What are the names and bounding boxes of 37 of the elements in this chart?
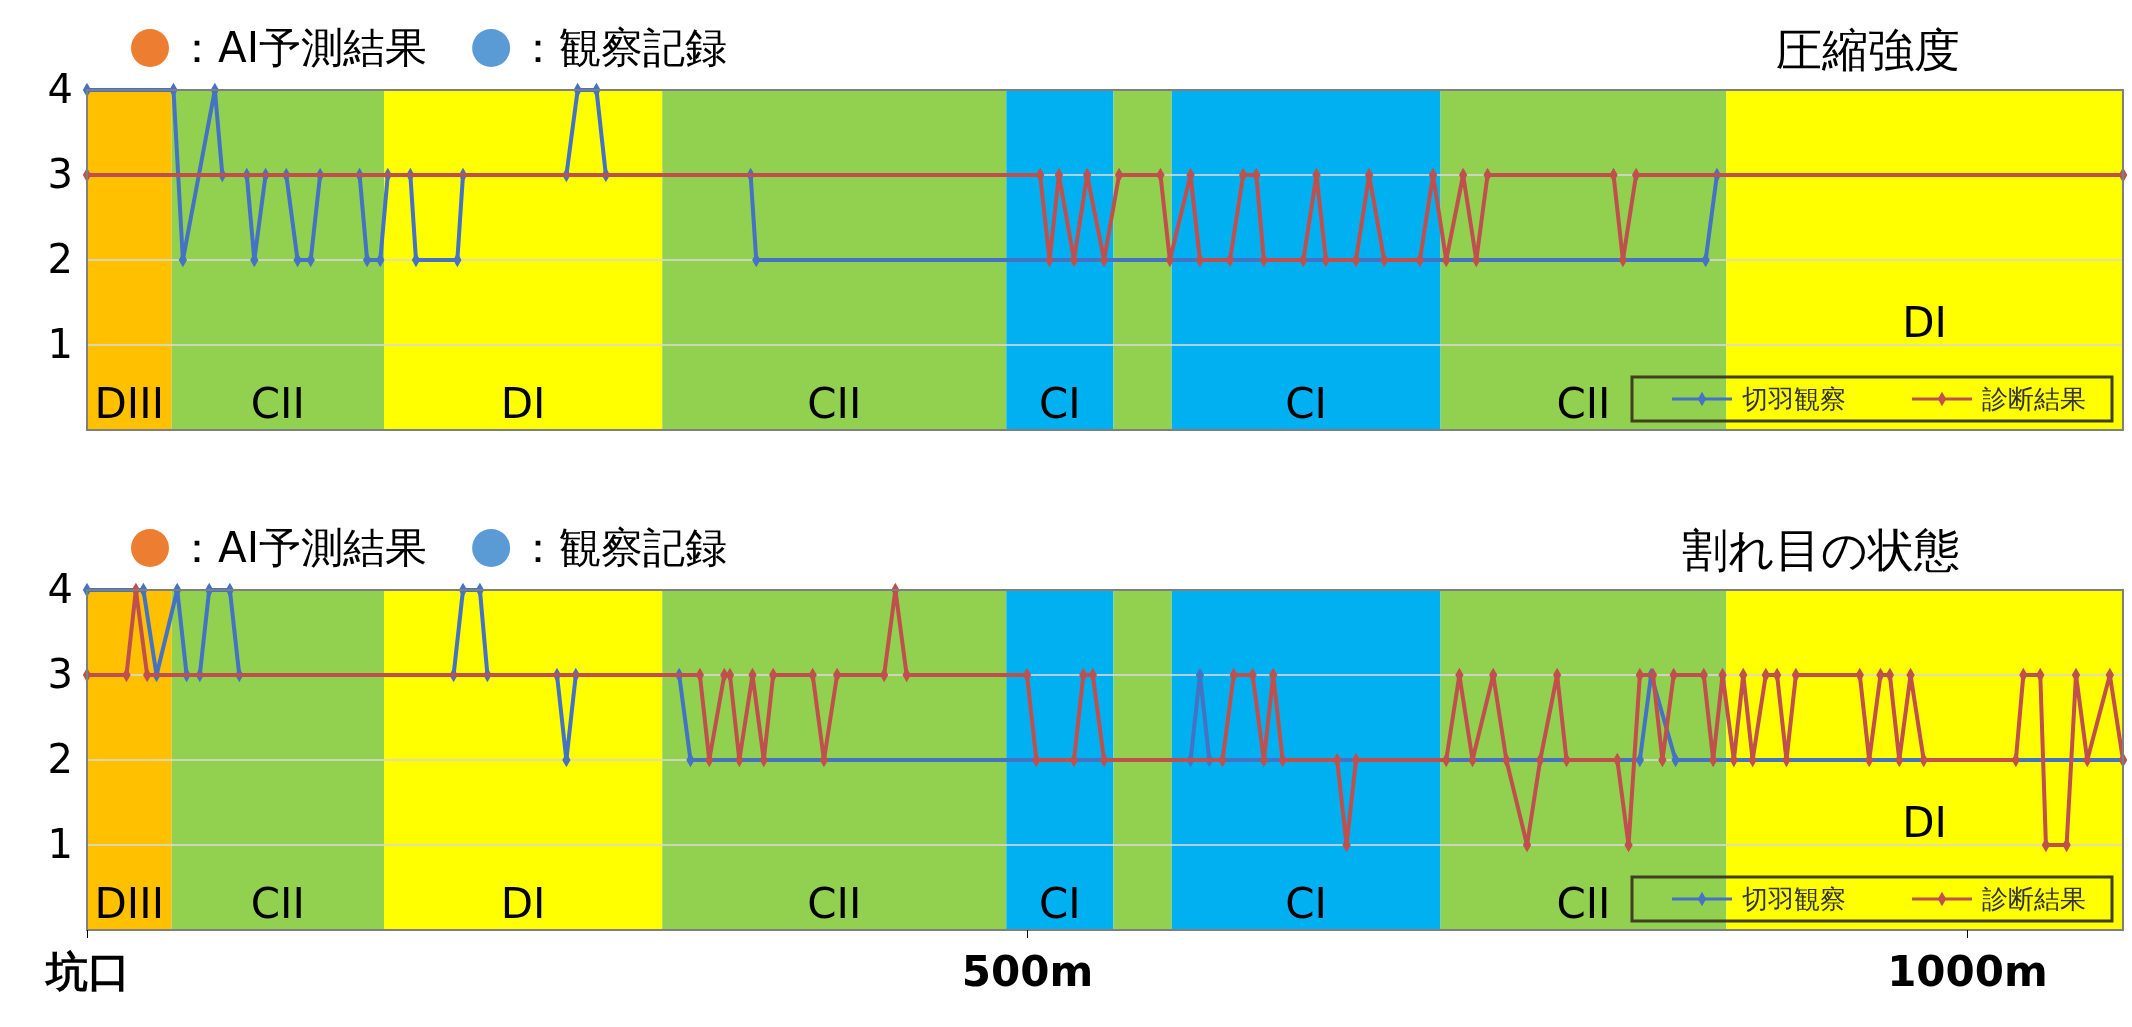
- y-tick-label: 2: [47, 236, 73, 283]
- band-label: CII: [250, 379, 305, 428]
- band-label: CI: [1285, 879, 1328, 928]
- y-tick-label: 1: [47, 321, 73, 368]
- text: ：AI予測結果: [176, 523, 428, 572]
- chart-title: 圧縮強度: [1776, 23, 1960, 77]
- text: ：AI予測結果: [176, 23, 428, 72]
- band-label: DIII: [94, 379, 165, 428]
- y-tick-label: 3: [47, 151, 73, 198]
- band-label: DI: [1902, 298, 1948, 347]
- x-tick-label: 500m: [961, 946, 1094, 996]
- band-label: CII: [807, 879, 862, 928]
- legend-label: 診断結果: [1982, 384, 2086, 414]
- x-tick-label: 1000m: [1887, 946, 2048, 996]
- text: ：観察記録: [517, 23, 728, 72]
- band-label: CII: [1556, 379, 1611, 428]
- text: ：観察記録: [517, 523, 728, 572]
- band-label: CII: [1556, 879, 1611, 928]
- legend-label: 切羽観察: [1742, 384, 1846, 414]
- band-label: CI: [1039, 379, 1081, 428]
- band-label: CI: [1285, 379, 1328, 428]
- band-label: DIII: [94, 879, 165, 928]
- x-tick-label: 坑口: [43, 946, 130, 996]
- band-label: CII: [807, 379, 862, 428]
- legend-label: 診断結果: [1982, 884, 2086, 914]
- chart-title: 割れ目の状態: [1682, 523, 1960, 577]
- legend-label: 切羽観察: [1742, 884, 1846, 914]
- y-tick-label: 1: [47, 821, 73, 868]
- band-label: CII: [250, 879, 305, 928]
- band-label: DI: [500, 379, 546, 428]
- y-tick-label: 2: [47, 736, 73, 783]
- y-tick-label: 4: [47, 66, 73, 113]
- band-label: CI: [1039, 879, 1081, 928]
- band-label: DI: [1902, 798, 1948, 847]
- band-label: DI: [500, 879, 546, 928]
- y-tick-label: 4: [47, 566, 73, 613]
- y-tick-label: 3: [47, 651, 73, 698]
